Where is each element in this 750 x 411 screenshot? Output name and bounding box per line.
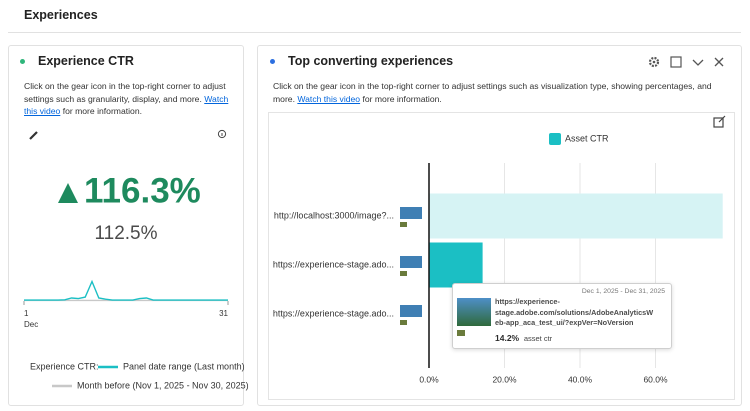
panel-title: Top converting experiences bbox=[288, 54, 454, 68]
info-icon[interactable] bbox=[217, 129, 227, 139]
panel-description: Click on the gear icon in the top-right … bbox=[24, 80, 234, 118]
x-tick-label: 1 bbox=[24, 309, 29, 318]
legend-label: Month before (Nov 1, 2025 - Nov 30, 2025… bbox=[77, 380, 249, 390]
bar bbox=[429, 193, 723, 239]
x-tick-label: 31 bbox=[219, 309, 228, 318]
bar bbox=[429, 242, 483, 288]
thumbnail bbox=[400, 305, 422, 317]
tooltip-metric: asset ctr bbox=[523, 334, 553, 343]
text: for more information. bbox=[60, 106, 142, 116]
line-series bbox=[24, 279, 228, 301]
panel-description: Click on the gear icon in the top-right … bbox=[273, 80, 735, 105]
thumbnail-icon bbox=[457, 330, 465, 336]
close-icon[interactable] bbox=[714, 57, 724, 67]
thumbnail-icon bbox=[400, 320, 407, 325]
status-dot bbox=[20, 59, 25, 64]
expand-icon[interactable] bbox=[670, 56, 682, 68]
status-dot bbox=[270, 59, 275, 64]
link[interactable]: Watch this video bbox=[297, 93, 361, 104]
tooltip-value-row: 14.2% asset ctr bbox=[495, 333, 552, 343]
x-tick-label: 60.0% bbox=[643, 374, 668, 384]
legend-label: Panel date range (Last month) bbox=[123, 361, 245, 371]
x-sublabel: Dec bbox=[24, 320, 38, 329]
settings-icon[interactable] bbox=[648, 56, 660, 68]
thumbnail bbox=[400, 207, 422, 219]
text: Click on the gear icon in the top-right … bbox=[24, 81, 226, 104]
legend-title: Experience CTR: bbox=[30, 361, 99, 371]
x-tick-label: 20.0% bbox=[492, 374, 517, 384]
panel-title: Experience CTR bbox=[38, 54, 134, 68]
thumbnail bbox=[457, 298, 491, 326]
increase-arrow bbox=[58, 183, 78, 203]
y-tick-label: http://localhost:3000/image?... bbox=[274, 210, 394, 220]
y-tick-label: https://experience-stage.ado... bbox=[273, 308, 394, 318]
tooltip-date: Dec 1, 2025 - Dec 31, 2025 bbox=[581, 288, 665, 295]
chart-frame bbox=[268, 112, 735, 400]
text: Click on the gear icon in the top-right … bbox=[273, 81, 712, 104]
page-title: Experiences bbox=[24, 8, 98, 22]
legend-swatch bbox=[549, 133, 561, 145]
tooltip: Dec 1, 2025 - Dec 31, 2025 https://exper… bbox=[452, 283, 672, 349]
metric-change: 116.3% bbox=[84, 171, 201, 210]
tooltip-url: https://experience-stage.adobe.com/solut… bbox=[495, 297, 654, 327]
link[interactable]: Watch this video bbox=[24, 93, 229, 117]
collapse-icon[interactable] bbox=[692, 59, 704, 66]
thumbnail bbox=[400, 256, 422, 268]
metric-value: 112.5% bbox=[94, 223, 157, 244]
edit-icon[interactable] bbox=[29, 131, 38, 140]
divider bbox=[8, 32, 741, 33]
x-tick-label: 0.0% bbox=[419, 374, 439, 384]
thumbnail-icon bbox=[400, 271, 407, 276]
panel bbox=[8, 45, 244, 406]
legend-label: Asset CTR bbox=[565, 133, 609, 143]
text: for more information. bbox=[360, 93, 442, 104]
x-tick-label: 40.0% bbox=[568, 374, 593, 384]
export-icon[interactable] bbox=[713, 115, 726, 128]
thumbnail-icon bbox=[400, 222, 407, 227]
tooltip-value: 14.2% bbox=[495, 333, 520, 343]
y-tick-label: https://experience-stage.ado... bbox=[273, 259, 394, 269]
